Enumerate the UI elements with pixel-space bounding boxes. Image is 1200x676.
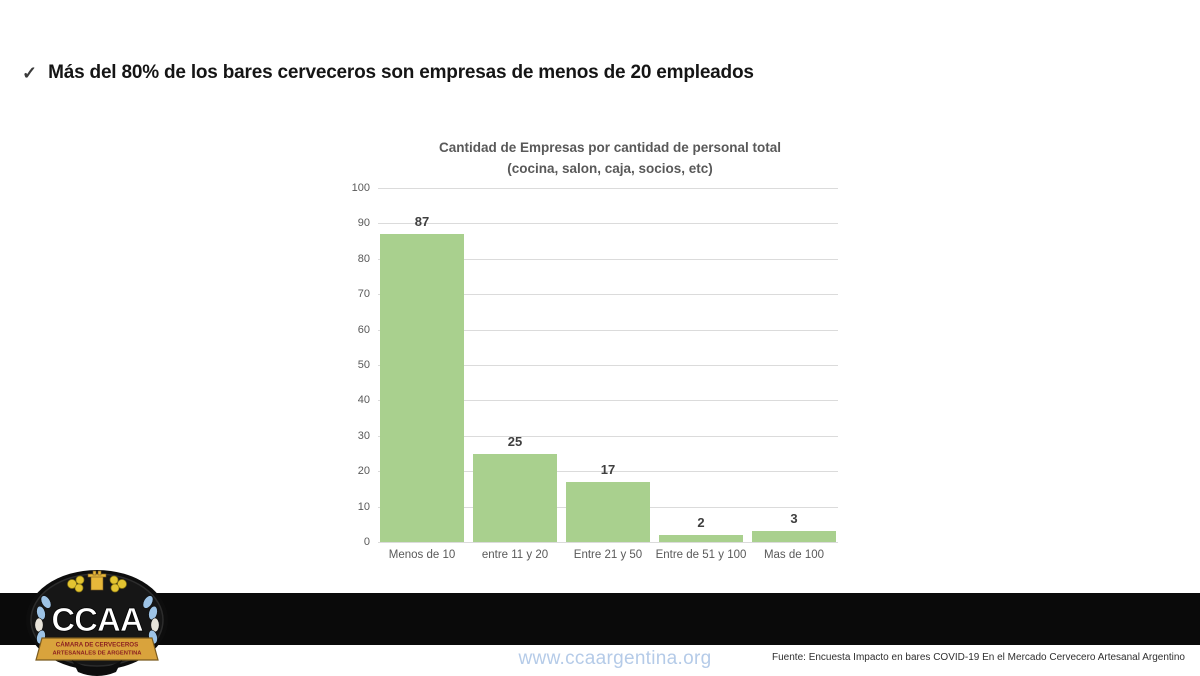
bar-4 (659, 534, 743, 542)
y-axis-labels: 0 10 20 30 40 50 60 70 80 90 100 (336, 182, 370, 548)
logo-bottom-tab (72, 660, 122, 676)
x-category-label: Entre de 51 y 100 (655, 549, 747, 561)
gridline (378, 294, 838, 296)
plot-area: 87 Menos de 10 25 entre 11 y 20 17 Entre 21 y… (378, 188, 838, 561)
y-tick-label: 0 (363, 536, 370, 548)
y-tick-label: 90 (357, 217, 370, 230)
y-tick-label: 10 (357, 500, 370, 513)
gridline (378, 435, 838, 437)
x-category-label: entre 11 y 20 (481, 549, 549, 561)
y-tick-label: 20 (357, 465, 370, 478)
x-category-label: Menos de 10 (388, 549, 456, 561)
checkmark-icon: ✓ (22, 63, 38, 83)
y-tick-label: 100 (351, 182, 370, 194)
bar-value-label: 87 (414, 214, 430, 230)
wheat-right-icon (142, 595, 160, 645)
logo-banner (35, 637, 159, 661)
gridline (378, 471, 838, 473)
x-category-label: Mas de 100 (763, 549, 825, 561)
logo-banner-line1: CÁMARA DE CERVECEROS (56, 642, 139, 649)
y-tick-label: 50 (357, 359, 370, 371)
source-text: Fuente: Encuesta Impacto en bares COVID-… (772, 652, 1185, 663)
bar-2 (473, 453, 557, 542)
headline-text: Más del 80% de los bares cerveceros son … (48, 62, 754, 83)
website-text: www.ccaargentina.org (518, 648, 712, 669)
bar-1 (380, 234, 464, 542)
gate-icon (87, 570, 107, 591)
gridline (378, 188, 838, 189)
bar-value-label: 3 (790, 511, 798, 527)
bar-value-label: 25 (507, 433, 523, 449)
chart-title-line1: Cantidad de Empresas por cantidad de per… (438, 140, 782, 155)
gridline (378, 365, 838, 366)
ccaa-logo: CCAA CÁMARA DE CERVECEROS ARTESANALES DE… (26, 570, 168, 676)
hops-icon (67, 575, 127, 593)
chart-title-line2: (cocina, salon, caja, socios, etc) (507, 161, 713, 176)
gridline (378, 542, 838, 543)
bar-value-label: 2 (697, 514, 705, 530)
bar-value-label: 17 (600, 461, 616, 477)
bar-5 (752, 531, 836, 542)
gridline (378, 329, 838, 331)
bar-3 (566, 481, 650, 542)
gridline (378, 223, 838, 225)
headline-row: ✓ Más del 80% de los bares cerveceros so… (22, 61, 754, 85)
logo-banner-line2: ARTESANALES DE ARGENTINA (53, 651, 143, 657)
y-tick-label: 40 (357, 394, 370, 407)
gridline (378, 400, 838, 402)
gridline (378, 258, 838, 260)
footer-band (0, 593, 1200, 645)
y-tick-label: 70 (357, 288, 370, 301)
logo-acronym: CCAA (51, 601, 142, 638)
x-category-label: Entre 21 y 50 (573, 549, 643, 561)
y-tick-label: 60 (357, 323, 370, 336)
chart-title: Cantidad de Empresas por cantidad de per… (340, 137, 880, 179)
y-tick-label: 30 (357, 429, 370, 442)
y-tick-label: 80 (357, 252, 370, 265)
